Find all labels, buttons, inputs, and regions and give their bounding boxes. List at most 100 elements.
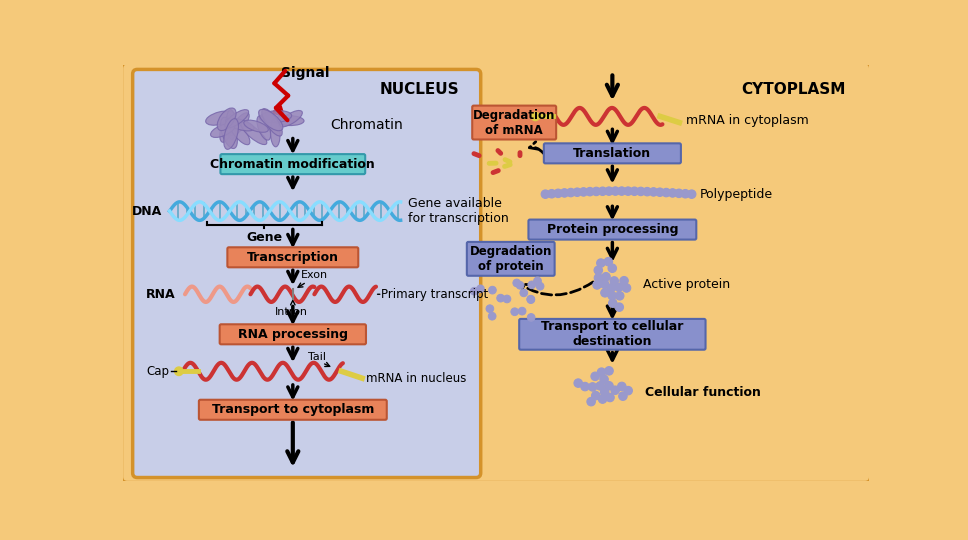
Ellipse shape bbox=[258, 109, 283, 131]
Circle shape bbox=[608, 292, 617, 300]
Ellipse shape bbox=[205, 111, 235, 125]
FancyBboxPatch shape bbox=[472, 106, 557, 139]
Text: CYTOPLASM: CYTOPLASM bbox=[741, 82, 845, 97]
Circle shape bbox=[586, 187, 594, 196]
Text: Gene: Gene bbox=[246, 231, 283, 244]
Circle shape bbox=[541, 190, 550, 198]
Circle shape bbox=[662, 188, 671, 197]
Circle shape bbox=[630, 187, 639, 195]
Circle shape bbox=[518, 307, 526, 315]
Ellipse shape bbox=[227, 110, 236, 139]
FancyBboxPatch shape bbox=[529, 220, 696, 240]
Circle shape bbox=[604, 258, 613, 266]
Ellipse shape bbox=[259, 111, 291, 123]
Circle shape bbox=[598, 395, 607, 403]
Circle shape bbox=[618, 187, 626, 195]
Text: Translation: Translation bbox=[573, 147, 651, 160]
Text: Active protein: Active protein bbox=[643, 278, 730, 291]
Circle shape bbox=[602, 273, 610, 281]
Text: mRNA in cytoplasm: mRNA in cytoplasm bbox=[685, 114, 808, 127]
Circle shape bbox=[589, 383, 597, 391]
Circle shape bbox=[598, 187, 607, 195]
Circle shape bbox=[596, 382, 604, 390]
Circle shape bbox=[594, 266, 602, 274]
Circle shape bbox=[548, 190, 556, 198]
Circle shape bbox=[618, 382, 626, 390]
Circle shape bbox=[605, 367, 614, 375]
Text: Cellular function: Cellular function bbox=[646, 386, 762, 399]
Circle shape bbox=[581, 382, 590, 391]
Ellipse shape bbox=[220, 115, 233, 143]
Circle shape bbox=[600, 388, 609, 396]
Circle shape bbox=[596, 259, 605, 267]
Circle shape bbox=[650, 188, 657, 196]
FancyBboxPatch shape bbox=[227, 247, 358, 267]
Text: Chromatin modification: Chromatin modification bbox=[210, 158, 376, 171]
Ellipse shape bbox=[225, 110, 249, 128]
FancyBboxPatch shape bbox=[544, 143, 681, 164]
Circle shape bbox=[488, 312, 496, 320]
Circle shape bbox=[497, 294, 504, 302]
Text: mRNA in nucleus: mRNA in nucleus bbox=[366, 373, 467, 386]
Text: Cap: Cap bbox=[146, 364, 169, 378]
Ellipse shape bbox=[221, 117, 237, 148]
Text: Degradation
of mRNA: Degradation of mRNA bbox=[472, 109, 555, 137]
Text: Transport to cytoplasm: Transport to cytoplasm bbox=[212, 403, 374, 416]
Circle shape bbox=[573, 188, 582, 197]
Circle shape bbox=[560, 188, 568, 197]
Circle shape bbox=[609, 299, 617, 307]
Ellipse shape bbox=[270, 119, 280, 147]
Circle shape bbox=[566, 188, 575, 197]
Circle shape bbox=[574, 379, 583, 387]
Ellipse shape bbox=[274, 116, 304, 126]
FancyBboxPatch shape bbox=[221, 154, 365, 174]
Circle shape bbox=[616, 292, 624, 300]
Text: DNA: DNA bbox=[132, 205, 162, 218]
Circle shape bbox=[606, 393, 615, 402]
Circle shape bbox=[675, 189, 683, 198]
Circle shape bbox=[554, 189, 562, 198]
Circle shape bbox=[513, 279, 521, 287]
Circle shape bbox=[600, 280, 609, 288]
Circle shape bbox=[687, 190, 696, 198]
Text: Intron: Intron bbox=[275, 307, 308, 316]
Circle shape bbox=[607, 284, 616, 292]
Circle shape bbox=[611, 187, 620, 195]
Circle shape bbox=[668, 188, 677, 197]
Circle shape bbox=[489, 286, 497, 294]
Circle shape bbox=[587, 397, 595, 406]
Circle shape bbox=[597, 368, 606, 376]
Circle shape bbox=[590, 372, 599, 381]
Circle shape bbox=[528, 281, 535, 289]
Ellipse shape bbox=[228, 120, 250, 145]
Ellipse shape bbox=[224, 119, 238, 150]
Text: Signal: Signal bbox=[282, 66, 330, 80]
Circle shape bbox=[516, 281, 524, 289]
Circle shape bbox=[600, 375, 608, 383]
Circle shape bbox=[174, 367, 183, 375]
Circle shape bbox=[592, 281, 601, 289]
Circle shape bbox=[592, 187, 600, 195]
Circle shape bbox=[655, 188, 664, 197]
Ellipse shape bbox=[257, 116, 271, 140]
Circle shape bbox=[601, 288, 609, 297]
Circle shape bbox=[619, 392, 627, 400]
Text: RNA processing: RNA processing bbox=[238, 328, 348, 341]
Circle shape bbox=[605, 187, 613, 195]
Circle shape bbox=[520, 289, 528, 296]
Circle shape bbox=[624, 387, 632, 395]
Ellipse shape bbox=[226, 118, 255, 131]
Circle shape bbox=[486, 305, 494, 313]
Circle shape bbox=[681, 190, 689, 198]
Ellipse shape bbox=[261, 109, 283, 136]
Circle shape bbox=[608, 264, 617, 273]
FancyBboxPatch shape bbox=[198, 400, 387, 420]
FancyBboxPatch shape bbox=[519, 319, 706, 350]
Text: Primary transcript: Primary transcript bbox=[381, 288, 489, 301]
Circle shape bbox=[623, 187, 632, 195]
Ellipse shape bbox=[241, 123, 267, 145]
Ellipse shape bbox=[217, 108, 236, 131]
Circle shape bbox=[615, 283, 623, 292]
FancyBboxPatch shape bbox=[133, 70, 481, 477]
Circle shape bbox=[610, 276, 619, 285]
